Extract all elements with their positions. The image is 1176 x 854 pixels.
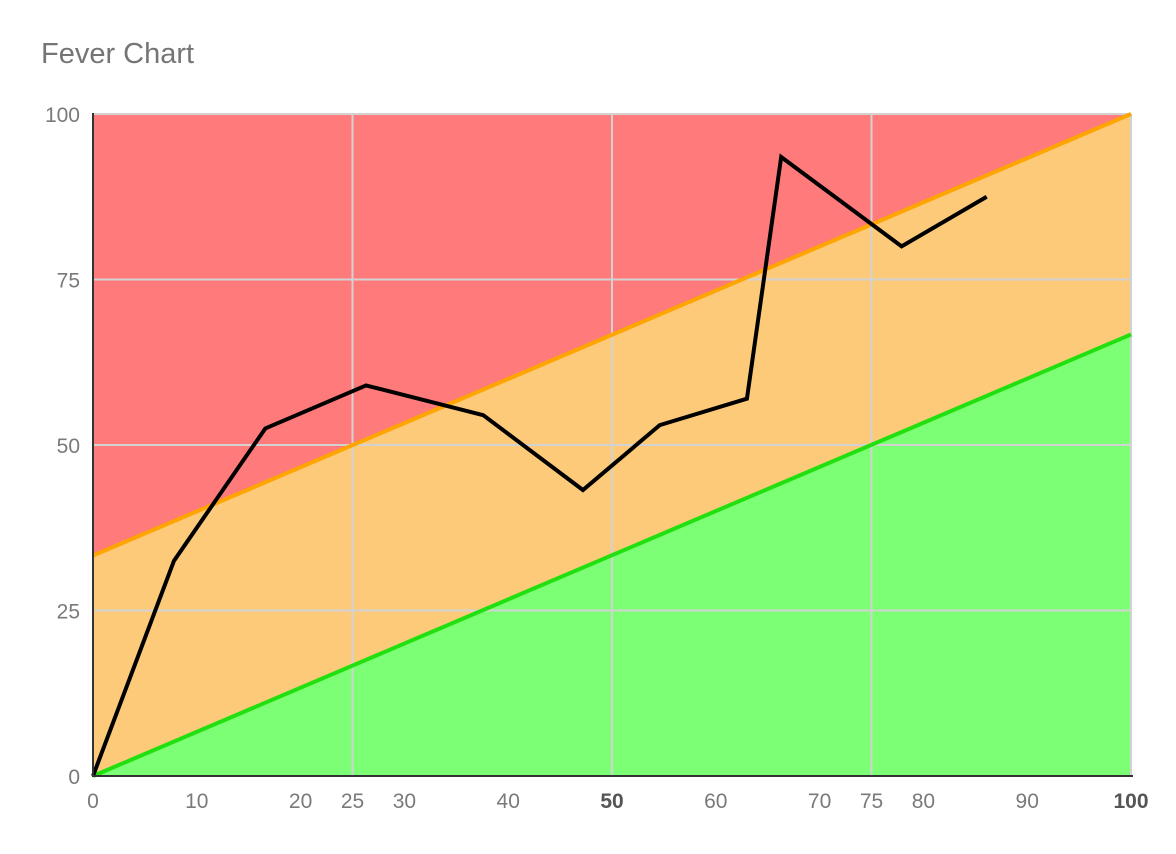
threshold-line-lower	[92, 332, 1132, 778]
x-tick-label: 20	[289, 790, 312, 813]
x-tick-label: 40	[497, 790, 520, 813]
x-tick-label: 100	[1113, 790, 1148, 813]
x-tick-label: 10	[185, 790, 208, 813]
x-tick-label: 90	[1016, 790, 1039, 813]
y-tick-label: 0	[68, 766, 80, 789]
y-tick-label: 100	[45, 104, 80, 127]
tick-label-layer: 0 10 20 25 30 40 50 60 70 75 80 90 100 0 25 50 75 100	[45, 104, 1149, 813]
y-tick-label: 75	[57, 270, 80, 293]
x-tick-label: 80	[912, 790, 935, 813]
x-tick-label: 50	[600, 790, 623, 813]
y-tick-label: 50	[57, 435, 80, 458]
x-tick-label: 70	[808, 790, 831, 813]
x-tick-label: 0	[87, 790, 99, 813]
x-tick-label: 60	[704, 790, 727, 813]
x-tick-label: 30	[393, 790, 416, 813]
series-layer	[91, 153, 988, 777]
x-tick-label: 75	[860, 790, 883, 813]
chart-title: Fever Chart	[41, 38, 195, 70]
y-tick-label: 25	[57, 601, 80, 624]
axes-layer	[92, 113, 1133, 777]
series-line	[91, 153, 988, 777]
threshold-layer	[92, 112, 1132, 778]
threshold-line-upper	[92, 112, 1132, 558]
x-tick-label: 25	[341, 790, 364, 813]
